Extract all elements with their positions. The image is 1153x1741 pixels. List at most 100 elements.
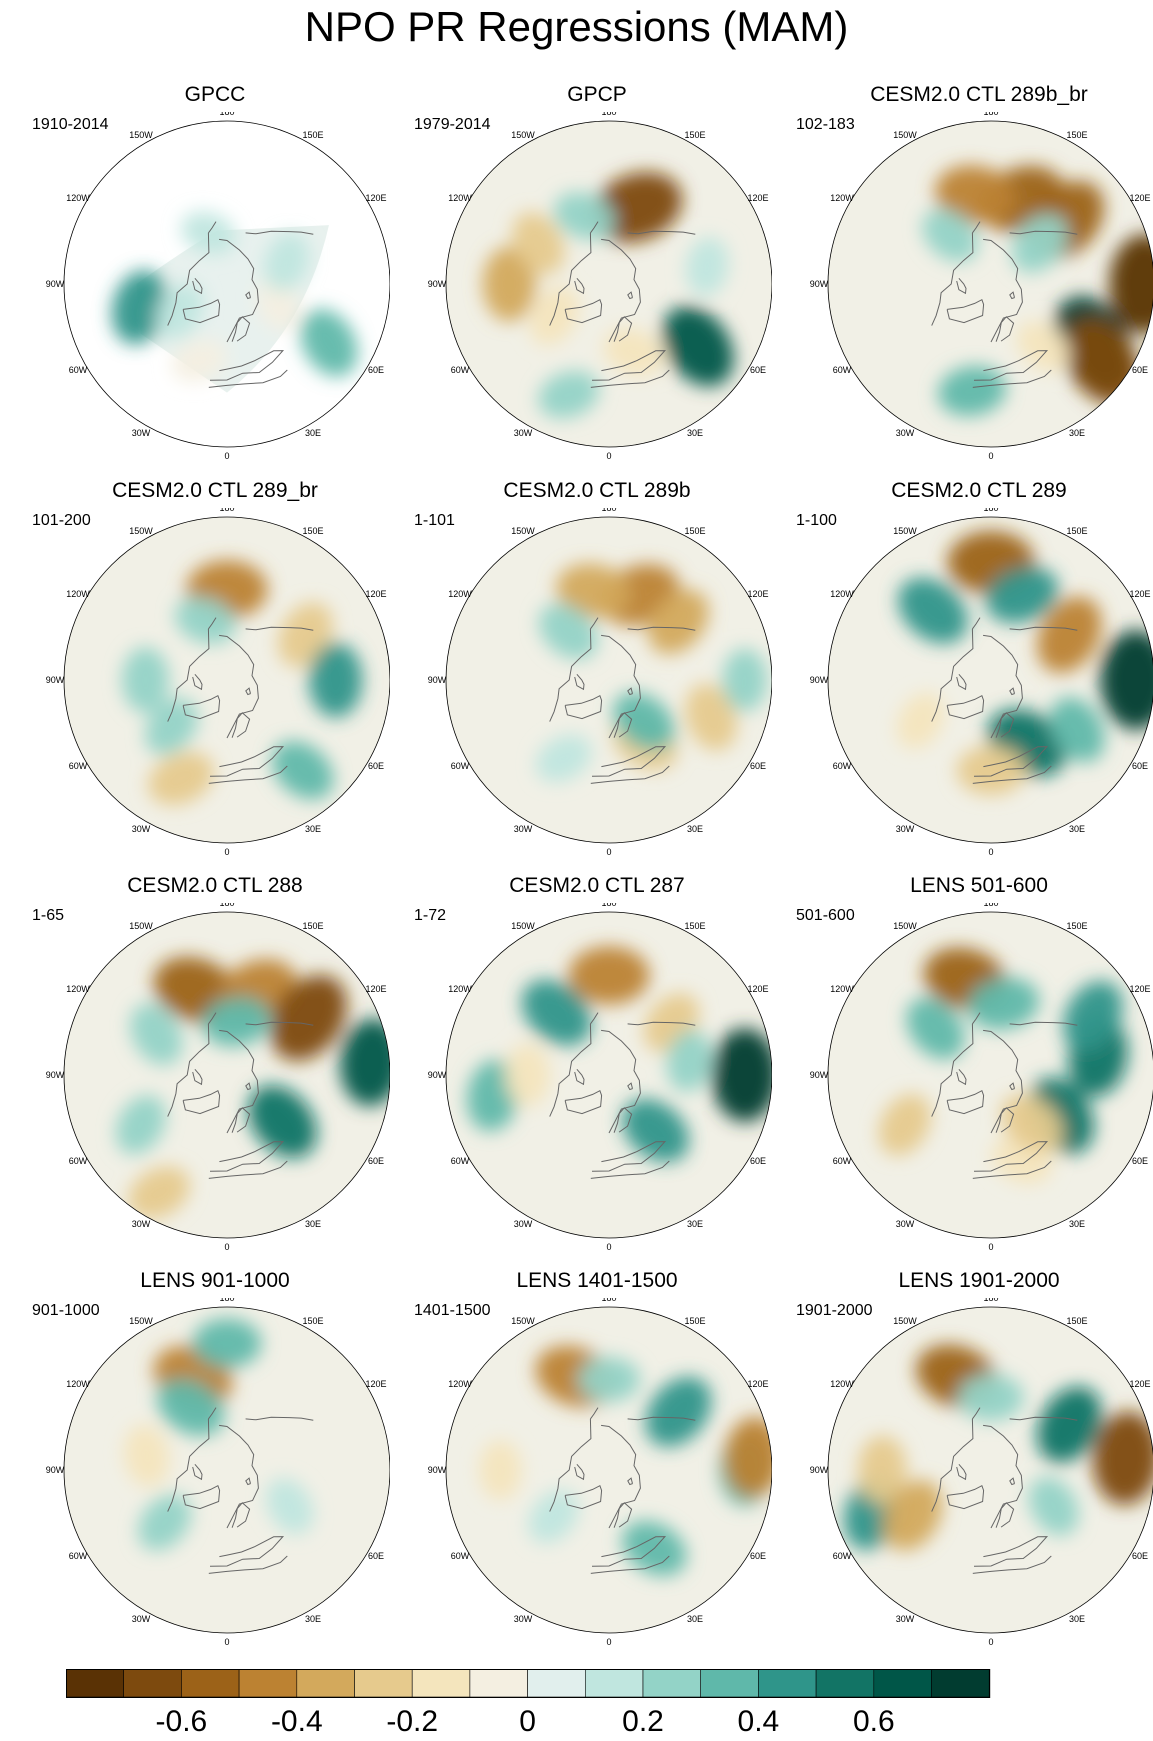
coastline [549, 1418, 592, 1512]
longitude-label: 30W [896, 1614, 915, 1624]
coastline [590, 1555, 670, 1574]
panel-period: 1-65 [32, 907, 65, 924]
longitude-label: 120E [1129, 589, 1150, 599]
coastline [627, 1021, 696, 1026]
longitude-label: 180 [219, 112, 234, 117]
longitude-label: 0 [224, 451, 229, 461]
anomaly-blob [148, 751, 214, 806]
longitude-label: 30E [305, 1219, 321, 1229]
coastline [1009, 687, 1015, 696]
coastline [946, 1089, 985, 1115]
coastline [995, 1107, 1015, 1133]
longitude-label: 150E [1066, 130, 1087, 140]
map-panel: LENS 501-600501-600180150E120E90E60E30E0… [794, 873, 1153, 1263]
longitude-label: 0 [224, 1637, 229, 1647]
longitude-label: 60E [1132, 1156, 1148, 1166]
anomaly-blob [1011, 213, 1068, 273]
anomaly-blob [622, 1098, 690, 1163]
coastline [931, 232, 974, 326]
panel-period: 1910-2014 [32, 116, 109, 133]
coastline [931, 1418, 974, 1512]
coastline [591, 746, 667, 777]
coastline [591, 1536, 667, 1567]
polar-map: 180150E120E90E60E30E030W60W90W120W150W [810, 508, 1153, 857]
longitude-label: 30W [132, 824, 151, 834]
longitude-label: 60E [368, 365, 384, 375]
panel-period: 102-183 [796, 116, 855, 133]
coastline [208, 1160, 288, 1179]
coastline [983, 238, 1023, 343]
coastline [589, 1012, 599, 1025]
anomaly-blob [192, 1318, 262, 1368]
colorbar-label: -0.2 [386, 1705, 438, 1738]
longitude-label: 30W [896, 824, 915, 834]
coastline [589, 1407, 599, 1420]
coastline [627, 1477, 633, 1486]
longitude-label: 120W [830, 193, 854, 203]
longitude-label: 30W [514, 1219, 533, 1229]
anomaly-blob [711, 1028, 772, 1122]
coastline [209, 1536, 285, 1567]
colorbar-swatch [700, 1669, 759, 1698]
coastline [971, 1012, 981, 1025]
longitude-label: 60W [833, 761, 852, 771]
anomaly-blob [662, 306, 734, 387]
anomaly-blob [878, 1093, 931, 1156]
colorbar-swatch [411, 1669, 471, 1698]
coastline [219, 238, 259, 343]
longitude-label: 30W [896, 428, 915, 438]
longitude-label: 60W [451, 1551, 470, 1561]
coastline [209, 746, 285, 777]
longitude-label: 60W [833, 365, 852, 375]
map-boundary [827, 120, 1153, 448]
map-boundary [445, 1306, 772, 1634]
longitude-label: 60W [69, 1156, 88, 1166]
anomaly-blob [528, 1489, 579, 1544]
anomaly-blob [266, 1478, 314, 1535]
longitude-label: 150W [511, 526, 535, 536]
longitude-label: 120W [830, 589, 854, 599]
coastline [231, 316, 251, 342]
coastline [182, 1484, 221, 1510]
longitude-label: 30E [687, 428, 703, 438]
coastline [1009, 626, 1078, 631]
longitude-label: 30E [305, 824, 321, 834]
coastline [627, 626, 696, 631]
anomaly-blob [521, 979, 592, 1046]
anomaly-blob [111, 270, 168, 345]
map-panel: GPCP1979-2014180150E120E90E60E30E030W60W… [412, 82, 782, 472]
panel-title: CESM2.0 CTL 287 [509, 874, 685, 897]
coastline [207, 1407, 217, 1420]
coastline [549, 628, 592, 722]
longitude-label: 60E [1132, 761, 1148, 771]
longitude-label: 60E [368, 761, 384, 771]
longitude-label: 120E [365, 984, 386, 994]
anomaly-blob [271, 741, 334, 800]
coastline [574, 1463, 585, 1481]
colorbar-label: 0 [519, 1705, 536, 1738]
anomaly-blob [897, 577, 968, 644]
longitude-label: 30E [687, 1219, 703, 1229]
coastline [627, 687, 633, 696]
colorbar-swatch [238, 1669, 298, 1698]
longitude-label: 120E [747, 589, 768, 599]
polar-map: 180150E120E90E60E30E030W60W90W120W150W [428, 1298, 772, 1647]
panel-title: CESM2.0 CTL 289b [503, 479, 691, 502]
coastline [192, 277, 203, 295]
map-panel: LENS 901-1000901-1000180150E120E90E60E30… [30, 1268, 400, 1658]
coastline [946, 298, 985, 324]
longitude-label: 180 [601, 1298, 616, 1303]
longitude-label: 30E [305, 428, 321, 438]
coastline [971, 1407, 981, 1420]
coastline [1009, 1021, 1078, 1026]
panel-title: CESM2.0 CTL 289_br [112, 479, 318, 502]
longitude-label: 30E [1069, 824, 1085, 834]
longitude-label: 0 [224, 847, 229, 857]
colorbar-swatch [123, 1669, 182, 1698]
map-panel: CESM2.0 CTL 2881-65180150E120E90E60E30E0… [30, 873, 400, 1263]
anomaly-blob [1049, 697, 1105, 763]
longitude-label: 150E [684, 921, 705, 931]
longitude-label: 150E [302, 526, 323, 536]
longitude-label: 60W [451, 761, 470, 771]
colorbar-swatch [469, 1669, 528, 1698]
